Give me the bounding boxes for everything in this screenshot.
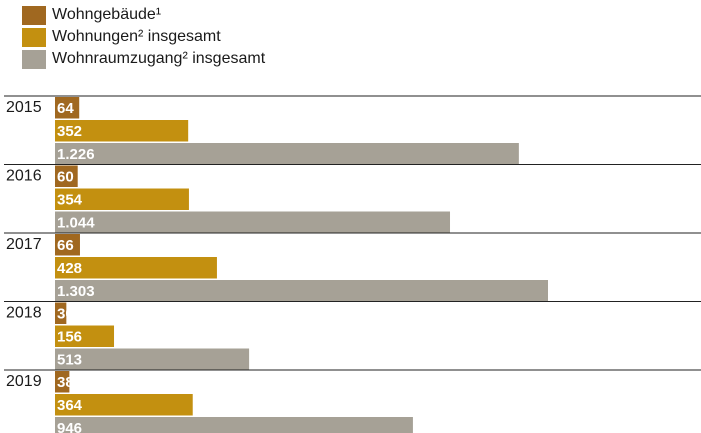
bar-2018-series-1: [55, 302, 67, 324]
data-label-2018-series-1: 30: [57, 306, 74, 323]
bar-2018-series-3: [55, 348, 250, 370]
bar-2015-series-3: [55, 143, 519, 165]
bar-2015-series-2: [55, 120, 189, 142]
bar-2016-series-2: [55, 188, 189, 210]
data-label-2019-series-2: 364: [57, 397, 83, 414]
data-label-2018-series-2: 156: [57, 329, 82, 346]
category-label-2016: 2016: [6, 168, 42, 185]
data-label-2018-series-3: 513: [57, 352, 82, 369]
bar-2016-series-3: [55, 211, 451, 233]
legend-swatch-wohnungen: [22, 27, 46, 47]
legend-swatch-wohnraumzugang: [22, 49, 46, 69]
bar-2018-series-2: [55, 325, 115, 347]
data-label-2019-series-1: 38: [57, 374, 74, 391]
data-label-2017-series-2: 428: [57, 260, 82, 277]
data-label-2015-series-3: 1.226: [57, 146, 95, 163]
legend-label-wohnungen: Wohnungen² insgesamt: [52, 28, 221, 45]
legend-label-wohnraumzugang: Wohnraumzugang² insgesamt: [52, 50, 266, 67]
data-label-2017-series-3: 1.303: [57, 283, 95, 300]
data-label-2016-series-2: 354: [57, 192, 83, 209]
data-label-2016-series-3: 1.044: [57, 215, 95, 232]
data-label-2015-series-2: 352: [57, 123, 82, 140]
category-label-2019: 2019: [6, 373, 42, 390]
category-label-2018: 2018: [6, 305, 42, 322]
bar-2019-series-3: [55, 417, 413, 433]
bar-2015-series-1: [55, 97, 80, 119]
bar-2016-series-1: [55, 165, 78, 187]
category-label-2017: 2017: [6, 236, 42, 253]
bar-2017-series-3: [55, 280, 548, 302]
category-label-2015: 2015: [6, 99, 42, 116]
legend-item-wohngebaeude: Wohngebäude¹: [22, 4, 265, 26]
bar-2017-series-1: [55, 234, 80, 256]
data-label-2019-series-3: 946: [57, 420, 82, 433]
data-label-2015-series-1: 64: [57, 100, 74, 117]
data-label-2017-series-1: 66: [57, 237, 74, 254]
legend-label-wohngebaeude: Wohngebäude¹: [52, 6, 162, 23]
bar-2019-series-2: [55, 394, 193, 416]
data-label-2016-series-1: 60: [57, 169, 74, 186]
legend: Wohngebäude¹ Wohnungen² insgesamt Wohnra…: [22, 4, 265, 70]
legend-item-wohnungen: Wohnungen² insgesamt: [22, 26, 265, 48]
legend-swatch-wohngebaeude: [22, 5, 46, 25]
bar-2019-series-1: [55, 371, 70, 393]
bar-2017-series-2: [55, 257, 217, 279]
legend-item-wohnraumzugang: Wohnraumzugang² insgesamt: [22, 48, 265, 70]
